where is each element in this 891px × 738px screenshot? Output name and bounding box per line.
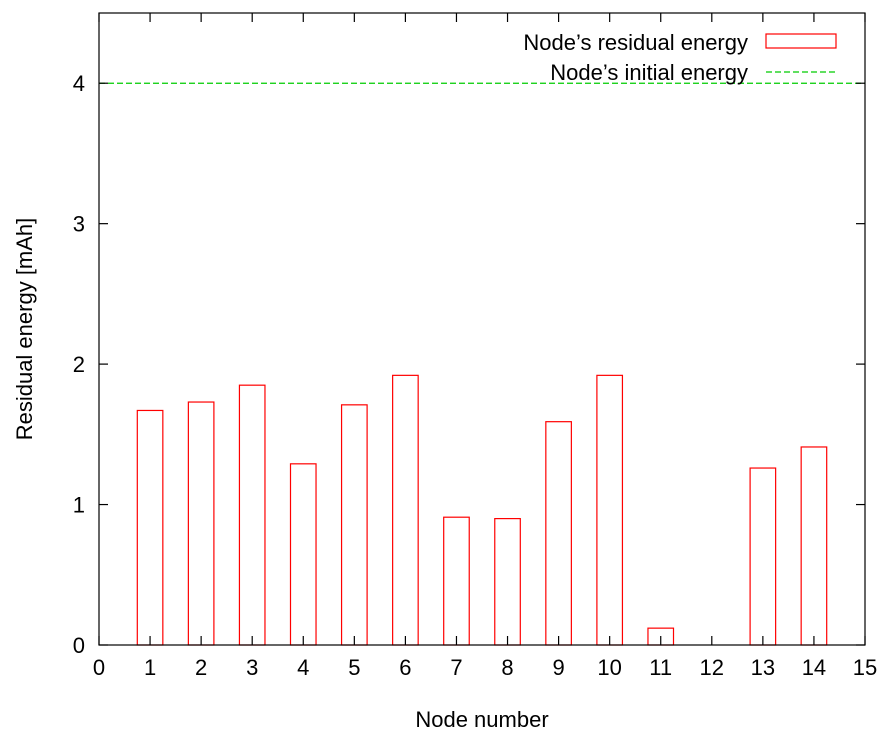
- x-tick-label: 13: [751, 655, 775, 680]
- x-tick-label: 9: [552, 655, 564, 680]
- bar-node-5: [340, 404, 368, 646]
- bar-node-1: [136, 409, 164, 646]
- ticks-group: [98, 13, 866, 646]
- legend: Node’s residual energy Node’s initial en…: [523, 30, 837, 85]
- y-tick-label: 2: [73, 352, 85, 377]
- legend-label-initial: Node’s initial energy: [550, 60, 748, 85]
- x-axis-label: Node number: [415, 707, 548, 732]
- bar-node-6: [392, 374, 419, 646]
- bar-node-13: [749, 467, 777, 646]
- bar-node-7: [443, 516, 470, 646]
- x-tick-label: 2: [195, 655, 207, 680]
- bar-node-14: [800, 446, 828, 646]
- legend-swatch-residual: [765, 33, 837, 49]
- x-tick-label: 14: [802, 655, 826, 680]
- x-tick-label: 5: [348, 655, 360, 680]
- x-tick-label: 10: [597, 655, 621, 680]
- bar-node-9: [545, 421, 572, 646]
- x-tick-label: 7: [450, 655, 462, 680]
- plot-frame: [98, 12, 866, 646]
- x-tick-label: 1: [144, 655, 156, 680]
- y-tick-label: 4: [73, 71, 85, 96]
- y-tick-label: 3: [73, 212, 85, 237]
- y-axis-label: Residual energy [mAh]: [12, 218, 37, 441]
- x-tick-label: 6: [399, 655, 411, 680]
- x-tick-label: 0: [93, 655, 105, 680]
- x-tick-label: 15: [853, 655, 877, 680]
- x-tick-label: 11: [649, 655, 672, 680]
- x-tick-label: 4: [297, 655, 309, 680]
- bar-node-8: [494, 517, 521, 646]
- y-tick-label: 1: [73, 493, 85, 518]
- legend-label-residual: Node’s residual energy: [523, 30, 748, 55]
- bar-node-4: [289, 463, 317, 646]
- y-tick-label: 0: [73, 633, 85, 658]
- bar-node-2: [187, 401, 215, 646]
- bar-node-3: [238, 384, 266, 646]
- x-tick-label: 8: [501, 655, 513, 680]
- x-tick-label: 3: [246, 655, 258, 680]
- bars-group: [136, 374, 828, 646]
- bar-node-10: [596, 374, 624, 646]
- x-tick-label: 12: [700, 655, 724, 680]
